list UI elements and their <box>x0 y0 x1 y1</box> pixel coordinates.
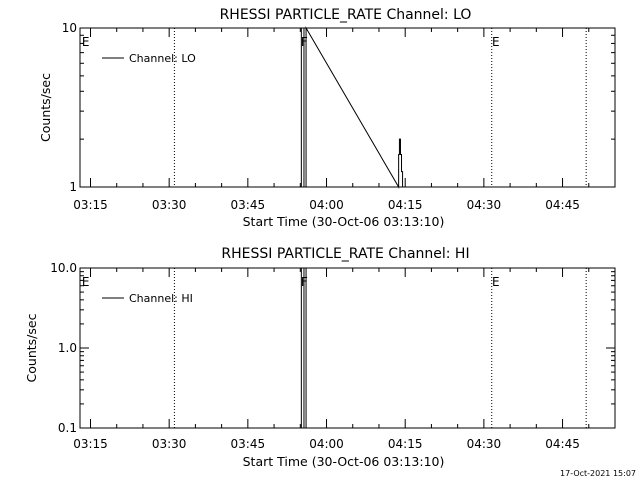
legend-label: Channel: HI <box>129 292 193 305</box>
y-tick-label: 10.0 <box>50 261 77 275</box>
data-series-line <box>300 267 307 429</box>
x-axis-label: Start Time (30-Oct-06 03:13:10) <box>243 454 445 469</box>
x-tick-label: 03:15 <box>73 437 108 451</box>
event-marker-label: E <box>492 35 500 49</box>
x-tick-label: 04:45 <box>545 198 580 212</box>
x-tick-label: 04:15 <box>388 437 423 451</box>
plot-frame <box>79 27 616 188</box>
panel-hi: RHESSI PARTICLE_RATE Channel: HI Start Ti… <box>24 246 616 469</box>
x-tick-label: 04:15 <box>388 198 423 212</box>
event-marker-label: E <box>492 275 500 289</box>
event-marker-label: E <box>82 275 90 289</box>
x-tick-label: 03:15 <box>73 198 108 212</box>
y-axis-label: Counts/sec <box>24 313 39 382</box>
footer-timestamp: 17-Oct-2021 15:07 <box>560 469 636 478</box>
y-axis-label: Counts/sec <box>38 73 53 142</box>
legend-label: Channel: LO <box>129 52 196 65</box>
chart-title: RHESSI PARTICLE_RATE Channel: LO <box>220 7 472 23</box>
x-tick-label: 04:00 <box>309 437 344 451</box>
x-axis-label: Start Time (30-Oct-06 03:13:10) <box>243 214 445 229</box>
y-tick-label: 1.0 <box>58 341 77 355</box>
panel-lo: RHESSI PARTICLE_RATE Channel: LO Start Ti… <box>38 7 616 229</box>
data-series-line <box>300 26 404 189</box>
x-tick-label: 03:30 <box>152 437 187 451</box>
x-tick-label: 03:45 <box>231 198 266 212</box>
x-tick-label: 04:30 <box>467 437 502 451</box>
x-tick-label: 04:30 <box>467 198 502 212</box>
x-tick-label: 03:45 <box>231 437 266 451</box>
y-tick-label: 0.1 <box>58 421 77 435</box>
y-tick-label: 10 <box>62 21 77 35</box>
x-tick-label: 04:45 <box>545 437 580 451</box>
event-marker-label: E <box>82 35 90 49</box>
x-tick-label: 04:00 <box>309 198 344 212</box>
chart-title: RHESSI PARTICLE_RATE Channel: HI <box>221 246 469 262</box>
x-tick-label: 03:30 <box>152 198 187 212</box>
y-tick-label: 1 <box>69 180 77 194</box>
